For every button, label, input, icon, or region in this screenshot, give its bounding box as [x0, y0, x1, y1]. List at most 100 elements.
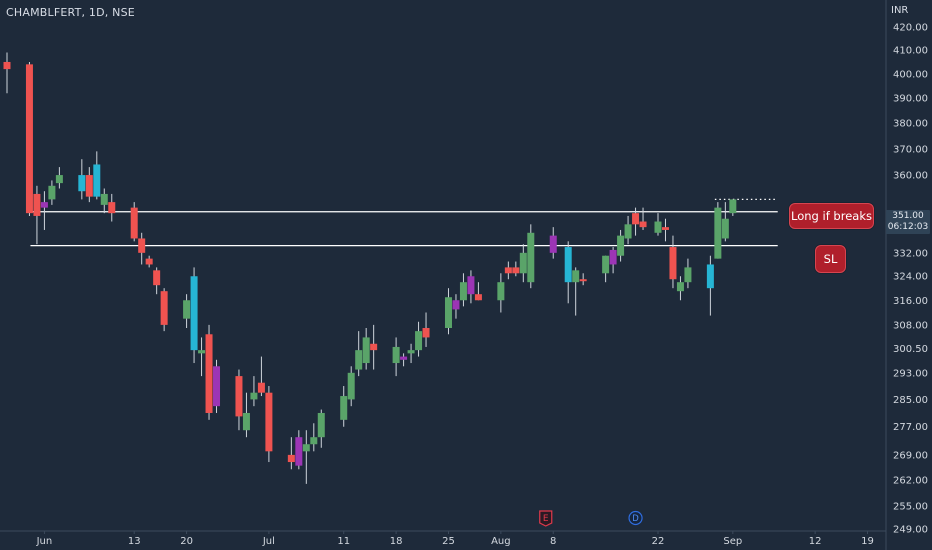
candle-body	[504, 267, 512, 274]
y-tick-label: 255.00	[893, 502, 928, 513]
candle[interactable]	[302, 430, 310, 484]
candle-body	[579, 279, 587, 282]
candle[interactable]	[714, 202, 722, 259]
symbol-label[interactable]: CHAMBLFERT, 1D, NSE	[6, 6, 135, 19]
y-tick-label: 249.00	[893, 525, 928, 536]
candle-body	[400, 356, 408, 360]
candle[interactable]	[639, 207, 647, 230]
x-tick-label: 8	[550, 536, 556, 547]
candle[interactable]	[512, 261, 520, 277]
candle[interactable]	[160, 288, 168, 332]
candle[interactable]	[504, 261, 512, 280]
candle[interactable]	[198, 337, 206, 377]
candle[interactable]	[676, 276, 684, 301]
x-tick-label: Jun	[36, 536, 53, 547]
candle[interactable]	[452, 294, 460, 319]
candle[interactable]	[721, 202, 729, 242]
candle[interactable]	[572, 267, 580, 316]
y-tick-label: 269.00	[893, 450, 928, 461]
candle[interactable]	[362, 327, 370, 370]
candle[interactable]	[295, 430, 303, 470]
candle[interactable]	[242, 392, 250, 438]
x-tick-label: 20	[180, 536, 193, 547]
candle[interactable]	[138, 232, 146, 265]
candle[interactable]	[519, 244, 527, 283]
candle[interactable]	[617, 229, 625, 262]
candle[interactable]	[100, 188, 108, 214]
candle-body	[527, 232, 535, 283]
candle[interactable]	[130, 202, 138, 242]
candle[interactable]	[624, 215, 632, 245]
candle-body	[639, 221, 647, 228]
candle[interactable]	[93, 151, 101, 200]
candle-body	[474, 294, 482, 301]
candle[interactable]	[407, 343, 415, 364]
candle[interactable]	[317, 409, 325, 448]
candle[interactable]	[108, 193, 116, 222]
candle-body	[714, 207, 722, 259]
candle[interactable]	[3, 52, 11, 94]
candle[interactable]	[287, 437, 295, 470]
candle-body	[362, 337, 370, 364]
candle[interactable]	[48, 180, 56, 205]
candle[interactable]	[400, 353, 408, 367]
candle[interactable]	[564, 241, 572, 304]
candle[interactable]	[205, 324, 213, 420]
candle[interactable]	[213, 359, 221, 413]
candle[interactable]	[415, 321, 423, 357]
candle-body	[145, 258, 153, 265]
sl-note[interactable]: SL	[815, 245, 846, 273]
candle[interactable]	[235, 369, 243, 431]
candle-body	[48, 185, 56, 200]
candle-body	[459, 282, 467, 301]
candle[interactable]	[549, 227, 557, 259]
candle[interactable]	[310, 423, 318, 452]
candle[interactable]	[654, 213, 662, 236]
candle[interactable]	[257, 356, 265, 397]
candle[interactable]	[579, 273, 587, 286]
candle[interactable]	[392, 337, 400, 377]
candle[interactable]	[265, 386, 273, 463]
x-tick-label: Sep	[723, 536, 742, 547]
y-tick-label: 285.00	[893, 395, 928, 406]
candle[interactable]	[729, 199, 737, 216]
candle[interactable]	[340, 386, 348, 427]
candle[interactable]	[370, 324, 378, 370]
candle-body	[617, 235, 625, 256]
candle[interactable]	[25, 61, 33, 216]
x-tick-label: Jul	[262, 536, 275, 547]
candle[interactable]	[474, 282, 482, 301]
candle[interactable]	[706, 255, 714, 316]
candle[interactable]	[153, 267, 161, 295]
candle[interactable]	[347, 366, 355, 407]
candle[interactable]	[422, 312, 430, 347]
candle[interactable]	[55, 167, 63, 189]
candle[interactable]	[632, 207, 640, 236]
candle[interactable]	[190, 267, 198, 364]
candle[interactable]	[459, 273, 467, 307]
candle-body	[100, 193, 108, 205]
candle[interactable]	[669, 235, 677, 289]
candle[interactable]	[250, 376, 258, 407]
earnings-marker[interactable]: E	[539, 510, 553, 527]
candle[interactable]	[85, 167, 93, 203]
candle[interactable]	[40, 191, 48, 230]
candle-body	[444, 297, 452, 328]
candle[interactable]	[183, 294, 191, 328]
dividend-marker[interactable]: D	[628, 510, 643, 526]
candle[interactable]	[684, 258, 692, 289]
candle-body	[265, 392, 273, 452]
candle[interactable]	[661, 218, 669, 242]
candle[interactable]	[609, 247, 617, 274]
candle[interactable]	[355, 331, 363, 377]
candle[interactable]	[444, 288, 452, 335]
candle[interactable]	[467, 270, 475, 304]
candle[interactable]	[602, 255, 610, 283]
long-if-breaks-note[interactable]: Long if breaks	[789, 203, 874, 229]
candle[interactable]	[33, 185, 41, 245]
candle[interactable]	[497, 273, 505, 313]
candle[interactable]	[78, 159, 86, 200]
candle[interactable]	[145, 255, 153, 268]
candle[interactable]	[527, 224, 535, 289]
